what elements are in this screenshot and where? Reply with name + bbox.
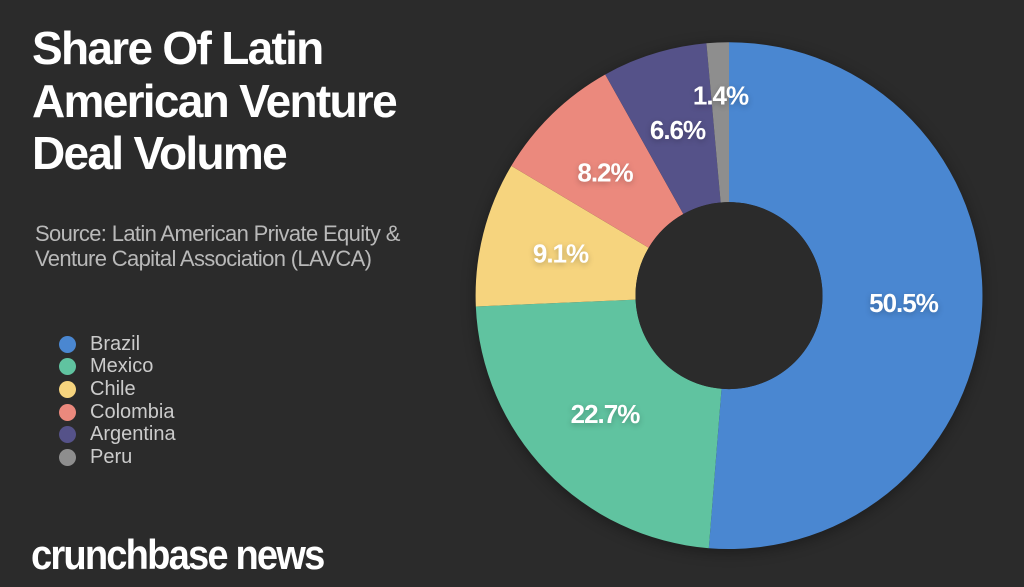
svg-text:1.4%: 1.4% [693, 81, 749, 111]
svg-text:22.7%: 22.7% [571, 399, 641, 429]
svg-text:6.6%: 6.6% [650, 115, 706, 145]
svg-text:50.5%: 50.5% [869, 288, 939, 318]
svg-text:8.2%: 8.2% [577, 158, 633, 188]
svg-text:9.1%: 9.1% [533, 239, 589, 269]
